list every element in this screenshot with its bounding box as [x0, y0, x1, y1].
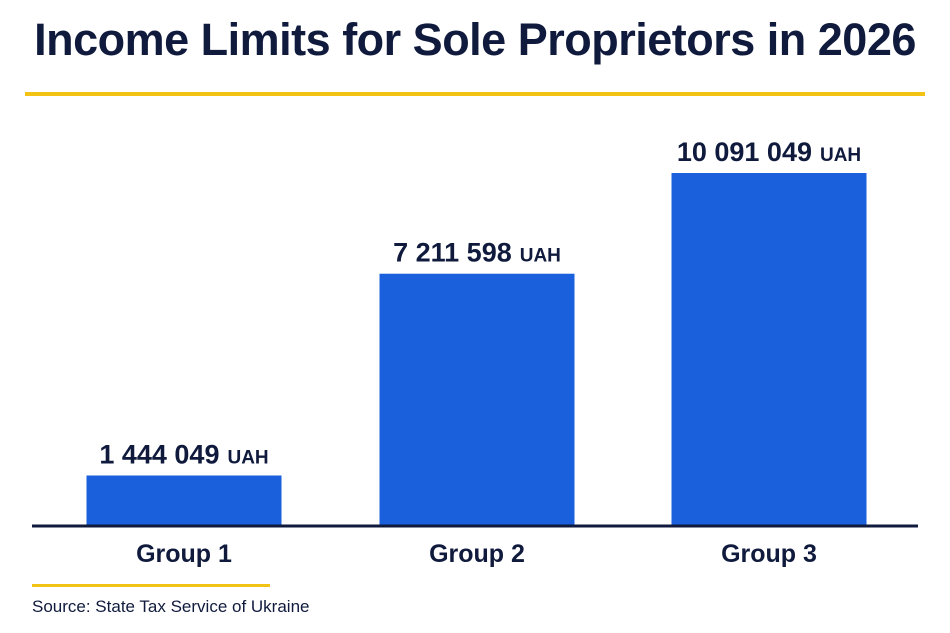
chart-title: Income Limits for Sole Proprietors in 20… — [34, 14, 916, 65]
source-divider — [32, 584, 270, 587]
data-label-1: 1 444 049 UAH — [99, 439, 268, 469]
data-label-value: 10 091 049 — [677, 137, 812, 167]
data-label-2: 7 211 598 UAH — [393, 238, 561, 268]
category-label-2: Group 2 — [429, 540, 525, 568]
category-label-3: Group 3 — [721, 540, 817, 568]
data-label-value: 1 444 049 — [99, 439, 219, 469]
bar-1 — [86, 475, 282, 526]
data-label-3: 10 091 049 UAH — [677, 137, 861, 167]
title-underline — [25, 92, 925, 96]
category-label-1: Group 1 — [136, 540, 232, 568]
bar-3 — [671, 173, 867, 526]
bar-2 — [379, 273, 575, 526]
data-label-unit: UAH — [520, 246, 561, 267]
data-label-value: 7 211 598 — [393, 238, 512, 268]
source-note: Source: State Tax Service of Ukraine — [32, 597, 310, 616]
data-label-unit: UAH — [227, 447, 268, 468]
data-label-unit: UAH — [820, 145, 861, 166]
